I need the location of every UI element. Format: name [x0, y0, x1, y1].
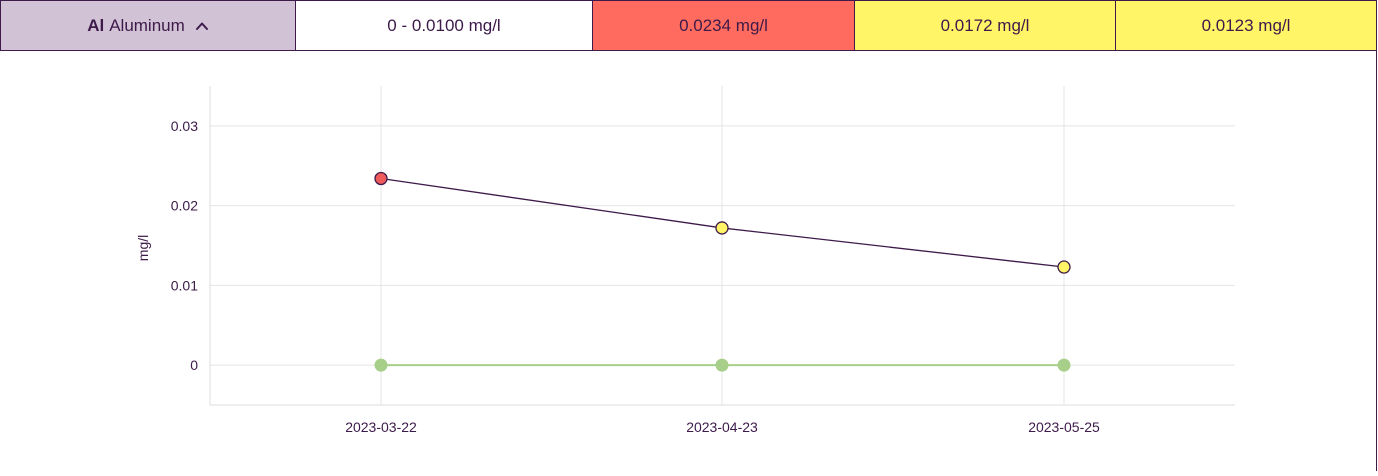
x-tick-labels: 2023-03-22 2023-04-23 2023-05-25: [345, 419, 1100, 435]
data-point: [374, 171, 388, 186]
element-name: Aluminum: [109, 15, 185, 35]
grid-lines: [210, 86, 1235, 405]
reference-range-text: 0 - 0.0100 mg/l: [387, 15, 501, 35]
result-cell-1: 0.0234 mg/l: [593, 0, 855, 51]
results-header-row: Al Aluminum 0 - 0.0100 mg/l 0.0234 mg/l …: [0, 0, 1377, 51]
y-tick-labels: 0.03 0.02 0.01 0: [171, 118, 198, 373]
line-chart: 0.030.020.010 2023-03-22 2023-04-23 2023-0…: [135, 86, 1235, 435]
series-group: [374, 171, 1071, 372]
data-point: [374, 358, 388, 372]
result-cell-2: 0.0172 mg/l: [855, 0, 1116, 51]
data-point: [715, 221, 729, 235]
result-cell-3: 0.0123 mg/l: [1116, 0, 1377, 51]
y-axis-label: mg/l: [135, 235, 151, 261]
series-1: [374, 171, 1071, 274]
result-value-1: 0.0234 mg/l: [679, 15, 768, 35]
result-value-2: 0.0172 mg/l: [940, 15, 1030, 35]
element-symbol: Al: [87, 15, 105, 35]
y-tick-label: 0.03: [171, 118, 198, 134]
x-tick-label: 2023-03-22: [345, 419, 417, 435]
data-point: [715, 358, 729, 372]
chart-panel: 0.03 0.02 0.01 0 2023-03-22 2023-04-23 2023-0…: [0, 51, 1377, 471]
chevron-up-icon: [195, 22, 208, 30]
y-tick-label: 0.01: [171, 277, 198, 293]
data-point: [1057, 260, 1071, 274]
axes: [209, 86, 1235, 406]
reference-range: 0 - 0.0100 mg/l: [296, 0, 593, 51]
result-value-3: 0.0123 mg/l: [1201, 15, 1291, 35]
element-toggle[interactable]: Al Aluminum: [0, 0, 296, 51]
y-tick-label: 0.02: [171, 198, 198, 214]
data-point: [1057, 358, 1071, 372]
series-2: [374, 358, 1071, 372]
y-tick-label: 0: [190, 357, 198, 373]
x-tick-label: 2023-05-25: [1028, 419, 1100, 435]
x-tick-label: 2023-04-23: [686, 419, 758, 435]
